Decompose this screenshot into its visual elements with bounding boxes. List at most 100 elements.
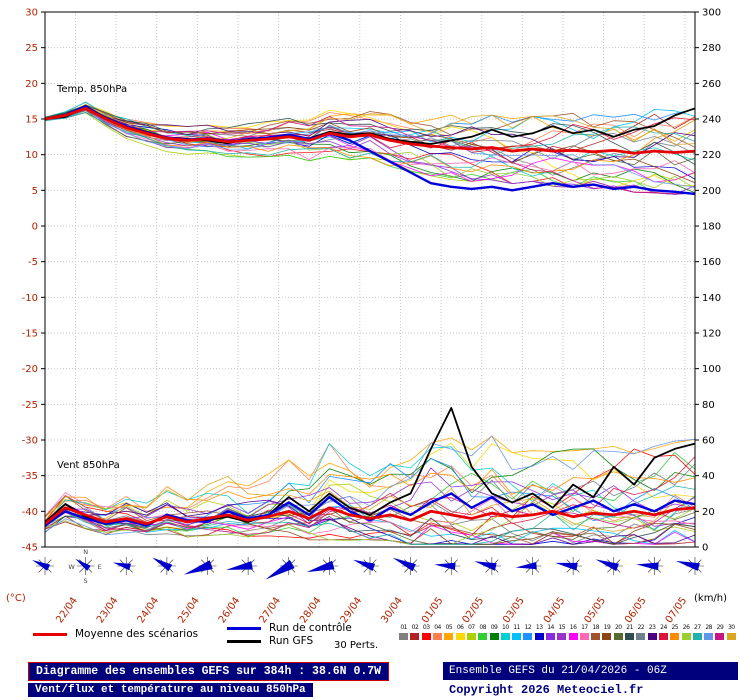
svg-text:(km/h): (km/h)	[694, 593, 727, 604]
pert-legend-cell: 17	[579, 624, 590, 640]
svg-text:-10: -10	[22, 293, 38, 304]
svg-text:240: 240	[702, 115, 721, 126]
pert-legend-cell: 24	[658, 624, 669, 640]
pert-color-swatch	[613, 633, 623, 640]
svg-text:Vent 850hPa: Vent 850hPa	[57, 460, 120, 471]
pert-color-swatch	[568, 633, 578, 640]
pert-number: 20	[614, 624, 622, 631]
pert-number: 10	[502, 624, 509, 631]
pert-number: 06	[456, 624, 464, 631]
run-info: Ensemble GEFS du 21/04/2026 - 06Z	[443, 662, 738, 680]
pert-number: 30	[727, 624, 735, 631]
pert-number: 22	[637, 624, 645, 631]
pert-color-swatch	[455, 633, 465, 640]
legend-control-label: Run de contrôle	[269, 622, 352, 634]
pert-number: 24	[660, 624, 667, 631]
svg-text:27/04: 27/04	[258, 595, 284, 625]
pert-legend-cell: 05	[443, 624, 454, 640]
pert-number: 15	[558, 624, 566, 631]
gfs-line-swatch	[227, 639, 261, 643]
svg-text:04/05: 04/05	[542, 595, 568, 625]
highlight-lines-layer	[44, 104, 696, 527]
control-line-swatch	[227, 626, 261, 630]
pert-number: 04	[434, 624, 441, 631]
svg-text:28/04: 28/04	[298, 595, 324, 625]
pert-number: 26	[682, 624, 690, 631]
svg-text:40: 40	[702, 471, 715, 482]
pert-legend-cell: 04	[432, 624, 443, 640]
pert-number: 21	[626, 624, 633, 631]
pert-color-swatch	[546, 633, 555, 640]
svg-text:(°C): (°C)	[6, 593, 26, 604]
svg-text:0: 0	[702, 543, 708, 554]
svg-text:24/04: 24/04	[136, 595, 162, 625]
pert-color-swatch	[692, 633, 702, 640]
pert-legend-cell: 21	[624, 624, 635, 640]
pert-number: 11	[513, 624, 520, 631]
svg-text:01/05: 01/05	[420, 595, 446, 625]
svg-text:25: 25	[25, 43, 38, 54]
svg-text:200: 200	[702, 186, 721, 197]
pert-color-swatch	[625, 633, 635, 640]
pert-number: 23	[648, 624, 656, 631]
pert-legend-cell: 26	[680, 624, 691, 640]
pert-color-swatch	[602, 633, 612, 640]
svg-text:22/04: 22/04	[54, 595, 80, 625]
diagram-subtitle: Vent/flux et température au niveau 850hP…	[28, 683, 313, 697]
pert-legend-cell: 13	[534, 624, 545, 640]
svg-text:S: S	[84, 577, 88, 585]
svg-text:-5: -5	[28, 257, 38, 268]
grid-layer	[45, 11, 695, 548]
pert-number: 01	[400, 624, 407, 631]
pert-legend-cell: 30	[726, 624, 737, 640]
perts-color-grid: 01 02 03 04 05 06 07 08 09 10 11 12 13 14 15 16 17 18 19 20…	[398, 624, 737, 640]
pert-number: 13	[535, 624, 543, 631]
pert-number: 27	[694, 624, 701, 631]
svg-text:26/04: 26/04	[217, 595, 243, 625]
svg-text:-30: -30	[22, 436, 38, 447]
svg-text:300: 300	[702, 8, 721, 19]
pert-number: 07	[468, 624, 475, 631]
pert-legend-cell: 03	[421, 624, 432, 640]
svg-text:80: 80	[702, 400, 715, 411]
pert-color-swatch	[444, 633, 454, 640]
svg-text:-40: -40	[22, 507, 38, 518]
pert-legend-cell: 08	[477, 624, 488, 640]
svg-text:Temp. 850hPa: Temp. 850hPa	[56, 84, 127, 95]
svg-text:02/05: 02/05	[461, 595, 487, 625]
svg-text:05/05: 05/05	[583, 595, 609, 625]
pert-legend-cell: 20	[613, 624, 624, 640]
svg-text:140: 140	[702, 293, 721, 304]
legend-gfs-label: Run GFS	[269, 635, 314, 647]
legend-mean-label: Moyenne des scénarios	[75, 628, 199, 640]
legend-control: Run de contrôle	[227, 622, 352, 634]
pert-legend-cell: 23	[647, 624, 658, 640]
pert-number: 16	[569, 624, 577, 631]
pert-color-swatch	[704, 633, 714, 640]
pert-legend-cell: 29	[714, 624, 725, 640]
pert-number: 09	[490, 624, 498, 631]
svg-text:-35: -35	[22, 471, 38, 482]
pert-color-swatch	[658, 633, 668, 640]
pert-legend-cell: 16	[567, 624, 578, 640]
pert-color-swatch	[591, 633, 601, 640]
pert-color-swatch	[421, 633, 431, 640]
ensemble-chart-canvas: 30 25 20 15 10 5 0 -5 -10 -15 -20 -25 -30 -35 -40 -45 30…	[6, 8, 727, 626]
svg-text:03/05: 03/05	[501, 595, 527, 625]
pert-number: 25	[671, 624, 679, 631]
pert-legend-cell: 14	[545, 624, 556, 640]
pert-color-swatch	[715, 633, 725, 640]
pert-color-swatch	[512, 633, 522, 640]
copyright: Copyright 2026 Meteociel.fr	[449, 683, 644, 697]
svg-text:260: 260	[702, 79, 721, 90]
pert-legend-cell: 28	[703, 624, 714, 640]
pert-color-swatch	[681, 633, 691, 640]
svg-text:N: N	[83, 548, 88, 556]
legend-gfs: Run GFS	[227, 635, 313, 647]
ensemble-members-layer	[44, 101, 696, 545]
pert-number: 14	[547, 624, 554, 631]
pert-color-swatch	[399, 633, 409, 640]
pert-color-swatch	[557, 633, 567, 640]
pert-legend-cell: 10	[500, 624, 511, 640]
